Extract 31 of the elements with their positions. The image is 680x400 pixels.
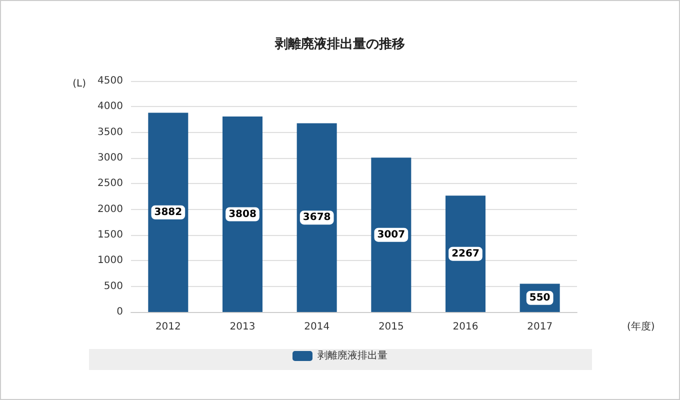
y-tick-label: 2500 <box>98 178 123 190</box>
y-tick-label: 2000 <box>98 204 123 215</box>
bar <box>296 123 337 312</box>
y-tick-label: 3500 <box>98 126 123 138</box>
data-label: 2267 <box>452 248 480 260</box>
data-label: 550 <box>529 292 550 304</box>
y-tick-label: 0 <box>116 306 123 318</box>
y-tick-label: 4000 <box>98 101 123 112</box>
x-axis-title: (年度) <box>627 320 655 332</box>
data-label: 3882 <box>154 206 182 218</box>
bar <box>446 196 486 312</box>
bar <box>371 158 412 312</box>
data-label: 3808 <box>228 208 256 220</box>
data-label: 3007 <box>377 229 406 240</box>
data-label: 3678 <box>302 212 331 224</box>
x-tick-label: 2017 <box>527 322 553 332</box>
x-tick-label: 2013 <box>230 322 256 332</box>
y-tick-label: 500 <box>104 280 123 292</box>
chart-title: 剥離廃液排出量の推移 <box>274 36 405 52</box>
x-tick-label: 2015 <box>378 322 404 332</box>
y-tick-label: 4500 <box>98 76 123 86</box>
y-tick-label: 1000 <box>98 255 123 266</box>
legend-label: 剥離廃液排出量 <box>318 350 388 362</box>
y-tick-label: 1500 <box>98 230 123 240</box>
y-tick-label: 3000 <box>98 152 123 164</box>
bar <box>148 112 188 312</box>
bar <box>222 116 262 312</box>
x-tick-label: 2016 <box>452 322 478 332</box>
x-tick-label: 2012 <box>155 322 181 332</box>
x-tick-label: 2014 <box>304 322 330 332</box>
y-axis-title: (L) <box>72 78 86 90</box>
